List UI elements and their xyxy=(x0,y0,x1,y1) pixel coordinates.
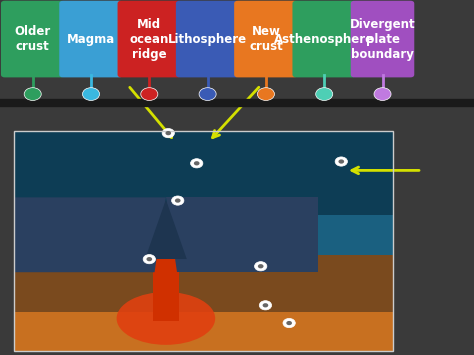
Text: Divergent
plate
boundary: Divergent plate boundary xyxy=(350,17,415,61)
FancyBboxPatch shape xyxy=(234,1,298,77)
Text: Magma: Magma xyxy=(67,33,115,45)
Circle shape xyxy=(338,159,344,164)
Circle shape xyxy=(172,196,184,205)
Circle shape xyxy=(257,88,274,100)
Bar xyxy=(14,312,393,351)
FancyBboxPatch shape xyxy=(1,1,64,77)
Bar xyxy=(14,131,393,268)
FancyBboxPatch shape xyxy=(118,1,181,77)
FancyBboxPatch shape xyxy=(292,1,356,77)
Circle shape xyxy=(335,157,347,166)
Bar xyxy=(14,131,393,351)
Circle shape xyxy=(258,264,264,268)
Circle shape xyxy=(162,129,174,138)
Circle shape xyxy=(24,88,41,100)
Circle shape xyxy=(259,301,272,310)
Text: New
crust: New crust xyxy=(249,25,283,53)
Bar xyxy=(153,228,179,321)
FancyBboxPatch shape xyxy=(351,1,414,77)
FancyBboxPatch shape xyxy=(59,1,123,77)
Circle shape xyxy=(374,88,391,100)
Circle shape xyxy=(255,262,267,271)
Circle shape xyxy=(194,161,200,165)
Circle shape xyxy=(263,303,268,307)
Circle shape xyxy=(316,88,333,100)
Text: Mid
ocean
ridge: Mid ocean ridge xyxy=(129,17,169,61)
Polygon shape xyxy=(166,197,318,272)
Text: Lithosphere: Lithosphere xyxy=(168,33,247,45)
Polygon shape xyxy=(14,197,166,272)
Text: Older
crust: Older crust xyxy=(15,25,51,53)
Polygon shape xyxy=(145,200,187,259)
Circle shape xyxy=(175,198,181,203)
Circle shape xyxy=(141,88,158,100)
Circle shape xyxy=(146,257,152,261)
Circle shape xyxy=(283,318,295,328)
Bar xyxy=(14,255,393,321)
Circle shape xyxy=(199,88,216,100)
Ellipse shape xyxy=(117,292,215,345)
Circle shape xyxy=(191,159,203,168)
Circle shape xyxy=(286,321,292,325)
Circle shape xyxy=(82,88,100,100)
Circle shape xyxy=(143,255,155,264)
Circle shape xyxy=(165,131,171,135)
FancyBboxPatch shape xyxy=(176,1,239,77)
Text: Asthenosphere: Asthenosphere xyxy=(274,33,374,45)
Bar xyxy=(14,131,393,215)
